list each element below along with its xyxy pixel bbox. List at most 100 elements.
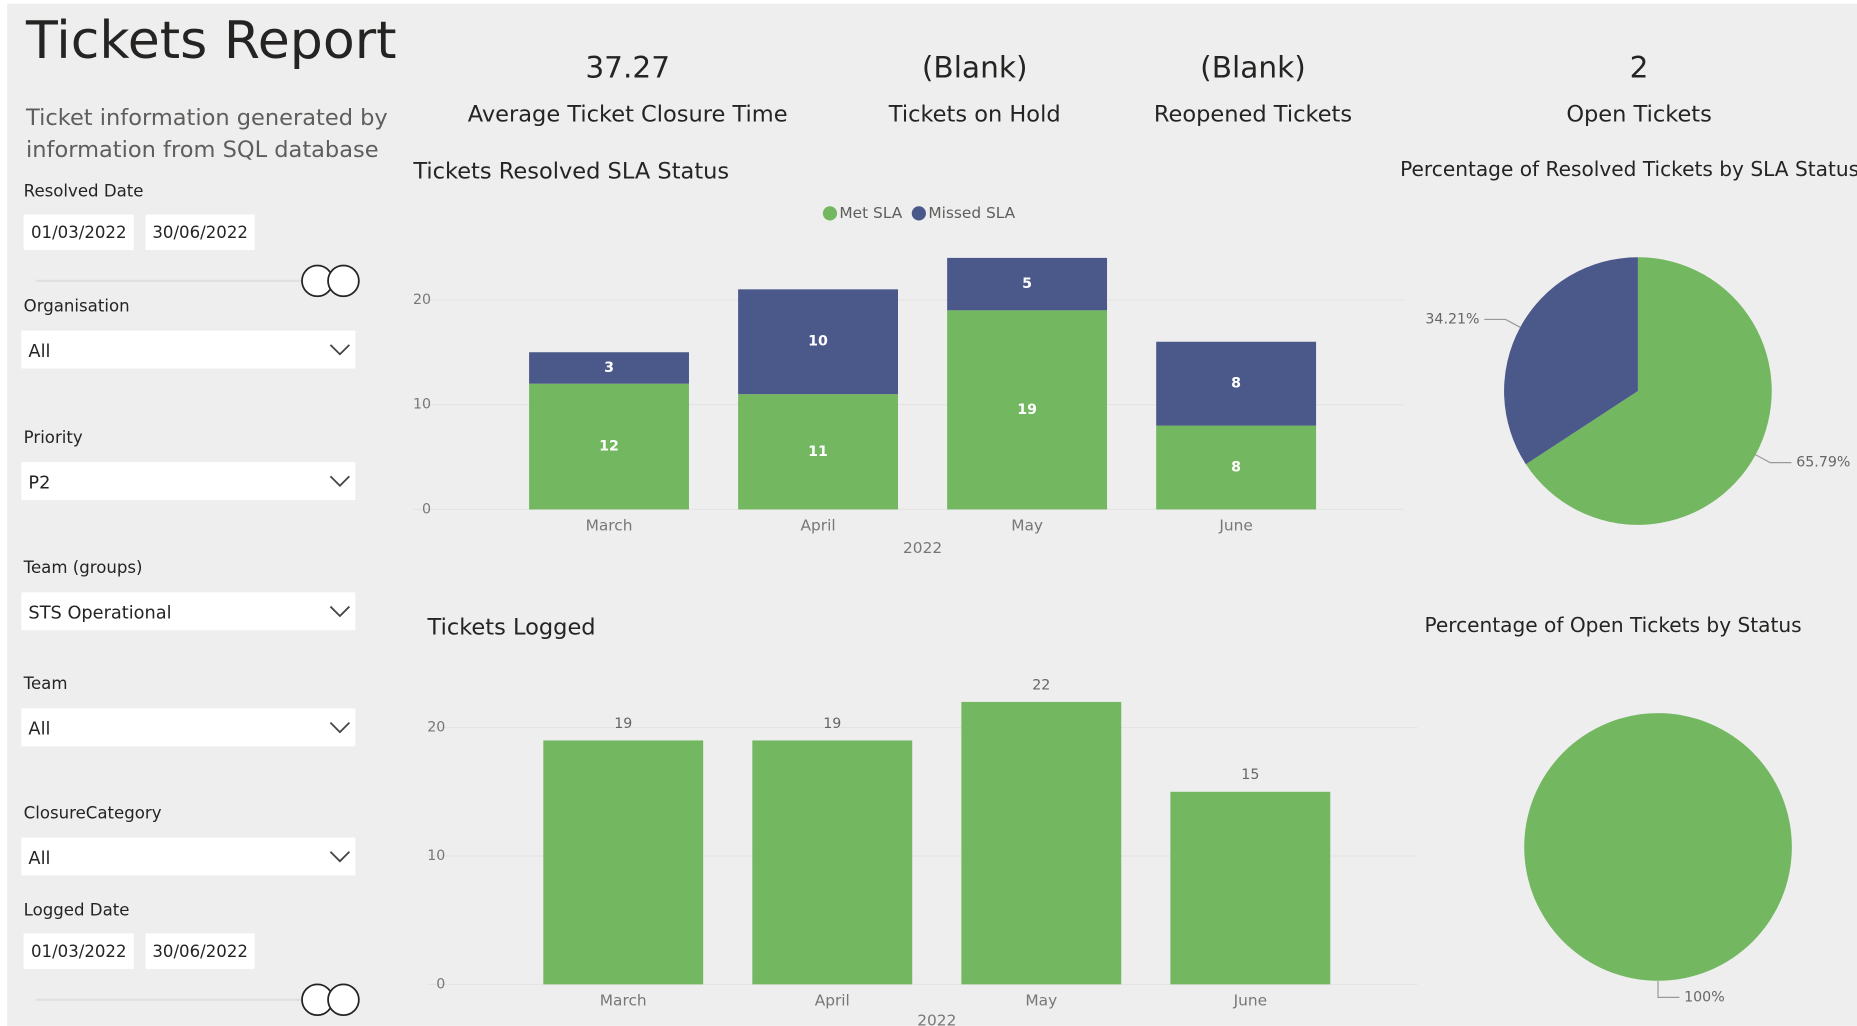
data-label: 22 (1032, 677, 1050, 693)
report-title: Tickets Report (25, 11, 397, 71)
slicer-label: Logged Date (24, 900, 130, 919)
legend-marker (822, 206, 838, 221)
slicer-label: Organisation (24, 296, 130, 315)
date-input[interactable] (23, 933, 134, 969)
bar-segment (529, 383, 689, 510)
slicer-label: Resolved Date (24, 182, 144, 201)
bar-segment (947, 310, 1108, 510)
slider-handle[interactable] (327, 264, 360, 298)
report-subtitle: Ticket information generated by (25, 105, 388, 131)
x-axis-label: 2022 (903, 539, 942, 557)
date-input[interactable] (23, 214, 134, 251)
slicer-label: Team (23, 674, 68, 693)
bar-segment (1156, 425, 1317, 510)
kpi-label: Tickets on Hold (888, 102, 1061, 128)
x-tick-label: May (1011, 517, 1043, 535)
dropdown-chevron (329, 851, 350, 863)
y-tick-label: 0 (422, 501, 431, 517)
bar-segment (738, 394, 899, 510)
dropdown[interactable] (21, 462, 356, 500)
dropdown-value: STS Operational (28, 604, 171, 624)
date-input[interactable] (145, 214, 255, 251)
x-tick-label: March (600, 991, 647, 1009)
pie-label: 100% (1684, 989, 1725, 1005)
data-label: 12 (599, 439, 619, 455)
kpi-label: Average Ticket Closure Time (468, 102, 788, 128)
x-tick-label: June (1218, 517, 1252, 535)
pie-label: 34.21% (1425, 311, 1479, 327)
dropdown-value: All (28, 342, 50, 362)
date-from: 01/03/2022 (31, 223, 127, 242)
x-tick-label: April (800, 517, 835, 535)
legend-marker (911, 206, 926, 221)
data-label: 19 (1017, 402, 1037, 418)
bar (543, 740, 704, 985)
chart-title: Percentage of Resolved Tickets by SLA St… (1400, 157, 1857, 181)
bar-segment (529, 352, 689, 384)
bar (961, 701, 1122, 985)
date-to: 30/06/2022 (152, 942, 248, 961)
dropdown-chevron (329, 344, 350, 356)
pie-slice (1525, 257, 1772, 525)
dropdown-value: P2 (28, 473, 50, 493)
bar-segment (947, 257, 1108, 311)
leader-line (1755, 454, 1792, 464)
x-tick-label: March (586, 517, 633, 535)
chart-title: Tickets Resolved SLA Status (412, 158, 729, 184)
leader-line (1484, 318, 1521, 328)
slider-handle[interactable] (327, 983, 360, 1017)
slicer-label: ClosureCategory (24, 803, 162, 822)
legend-label: Met SLA (839, 204, 902, 222)
data-label: 8 (1231, 460, 1241, 476)
pie-label: 65.79% (1796, 455, 1850, 471)
y-tick-label: 10 (427, 848, 445, 864)
data-label: 19 (614, 716, 632, 732)
dropdown-chevron (329, 721, 350, 734)
bar-segment (1156, 341, 1317, 426)
bar (752, 740, 913, 985)
dropdown[interactable] (21, 837, 356, 876)
date-to: 30/06/2022 (152, 223, 248, 242)
kpi-value: (Blank) (1200, 50, 1306, 84)
y-tick-label: 0 (436, 976, 445, 992)
legend-label: Missed SLA (928, 204, 1015, 222)
x-tick-label: April (815, 991, 850, 1009)
kpi-value: (Blank) (922, 50, 1028, 84)
y-tick-label: 20 (413, 292, 431, 308)
pie-slice (1524, 713, 1792, 981)
data-label: 10 (808, 334, 828, 350)
data-label: 11 (808, 444, 828, 460)
kpi-label: Open Tickets (1566, 102, 1712, 128)
bar (1170, 791, 1331, 985)
dropdown-chevron (329, 475, 350, 488)
dropdown-value: All (28, 849, 50, 869)
data-label: 15 (1241, 767, 1259, 783)
chart-title: Percentage of Open Tickets by Status (1424, 613, 1801, 637)
dropdown[interactable] (21, 330, 356, 369)
x-axis-label: 2022 (917, 1012, 956, 1026)
x-tick-label: May (1025, 991, 1057, 1009)
report-subtitle: information from SQL database (26, 137, 379, 163)
data-label: 5 (1022, 276, 1032, 292)
x-tick-label: June (1233, 991, 1267, 1009)
kpi-value: 37.27 (585, 50, 670, 84)
data-label: 19 (823, 716, 841, 732)
data-label: 8 (1231, 376, 1241, 392)
leader-line (1657, 980, 1680, 998)
date-from: 01/03/2022 (31, 942, 127, 961)
chart-title: Tickets Logged (427, 614, 596, 640)
dropdown-value: All (28, 720, 50, 740)
kpi-value: 2 (1630, 50, 1649, 84)
bar-segment (738, 289, 899, 395)
dropdown[interactable] (21, 708, 356, 747)
date-input[interactable] (145, 933, 255, 969)
slicer-label: Team (groups) (23, 558, 143, 577)
y-tick-label: 20 (427, 720, 445, 736)
dropdown[interactable] (21, 592, 356, 631)
pie-slice (1504, 257, 1638, 465)
kpi-label: Reopened Tickets (1154, 102, 1352, 128)
dropdown-chevron (329, 605, 350, 618)
y-tick-label: 10 (413, 397, 431, 413)
slicer-label: Priority (24, 428, 83, 447)
